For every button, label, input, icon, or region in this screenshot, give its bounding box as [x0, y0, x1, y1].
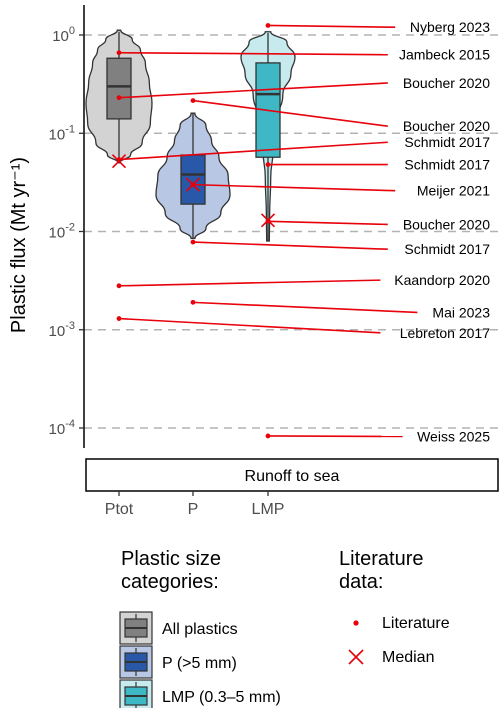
literature-link [118, 317, 381, 334]
literature-label: Schmidt 2017 [404, 134, 490, 150]
y-tick-labels: 100 10-1 10-2 10-3 10-4 [49, 25, 75, 438]
legend-size-label: P (>5 mm) [162, 655, 237, 672]
literature-label: Boucher 2020 [403, 216, 490, 232]
literature-label: Weiss 2025 [417, 428, 490, 444]
literature-point [116, 316, 122, 321]
literature-point [190, 98, 196, 103]
literature-label: Lebreton 2017 [400, 325, 491, 341]
legend-key-p [119, 645, 153, 679]
literature-link [192, 183, 396, 192]
literature-point [265, 162, 271, 167]
median-cross-b [111, 154, 127, 169]
literature-point [116, 95, 122, 101]
literature-label: Kaandorp 2020 [394, 272, 490, 288]
violins [85, 29, 296, 242]
x-tick-labels: Ptot P LMP [105, 491, 285, 518]
literature-label: Schmidt 2017 [404, 241, 490, 257]
literature-link [267, 220, 388, 226]
literature-link [118, 141, 388, 161]
literature-link [267, 24, 396, 29]
literature-link [118, 51, 388, 56]
box-p [180, 154, 206, 205]
facet-strip-box [85, 458, 499, 492]
axes [79, 5, 85, 448]
y-tick-label: 10-1 [49, 123, 75, 143]
legend-size-title: Plastic size [121, 548, 221, 570]
literature-point [116, 50, 122, 56]
legend-key-ptot [119, 611, 153, 645]
literature-link [192, 99, 388, 127]
literature-label: Boucher 2020 [403, 75, 490, 91]
literature-point [190, 239, 196, 245]
literature-point [116, 283, 122, 289]
legend-size-title: categories: [121, 571, 219, 593]
median-cross-b [260, 213, 276, 228]
literature-label: Jambeck 2015 [399, 47, 490, 63]
legend-median-marker [348, 649, 364, 665]
median-marker [185, 177, 201, 192]
median-cross-b [185, 177, 201, 192]
legend-cross-b [348, 649, 364, 665]
legend-key-lmp [119, 679, 153, 708]
x-tick-label: LMP [252, 501, 285, 518]
literature-label: Meijer 2021 [417, 183, 490, 199]
literature-point [265, 433, 271, 439]
literature-label: Schmidt 2017 [404, 157, 490, 173]
y-tick-label: 10-2 [49, 222, 75, 242]
legend-lit-label: Median [382, 649, 434, 666]
literature-link [118, 279, 381, 287]
literature-label: Mai 2023 [432, 304, 490, 320]
literature-link [192, 301, 418, 314]
literature-link [118, 82, 388, 99]
x-tick-label: P [188, 501, 199, 518]
literature-links [111, 23, 418, 439]
facet-label: Runoff to sea [245, 468, 340, 485]
literature-link [192, 241, 388, 251]
literature-point [265, 23, 271, 28]
median-marker [111, 154, 127, 169]
literature-point [190, 299, 196, 305]
literature-labels: Nyberg 2023 Jambeck 2015 Boucher 2020 Bouch… [394, 19, 490, 444]
literature-label: Nyberg 2023 [410, 19, 490, 35]
legend-lit-label: Literature [382, 615, 450, 632]
y-tick-label: 10-3 [49, 320, 75, 340]
x-tick-label: Ptot [105, 501, 134, 518]
literature-link [267, 435, 403, 438]
legend-lit-title: data: [339, 571, 383, 593]
box-ptot [106, 57, 132, 120]
y-tick-label: 100 [52, 25, 75, 45]
legend-size-label: LMP (0.3–5 mm) [162, 689, 281, 706]
legend-lit-title: Literature [339, 548, 424, 570]
legend-size-label: All plastics [162, 621, 238, 638]
facet-strip: Runoff to sea [85, 458, 499, 492]
literature-label: Boucher 2020 [403, 118, 490, 134]
legend-literature-point [353, 620, 359, 626]
median-marker [260, 213, 276, 228]
y-tick-label: 10-4 [49, 418, 75, 438]
y-axis-label: Plastic flux (Mt yr⁻¹) [8, 157, 30, 333]
